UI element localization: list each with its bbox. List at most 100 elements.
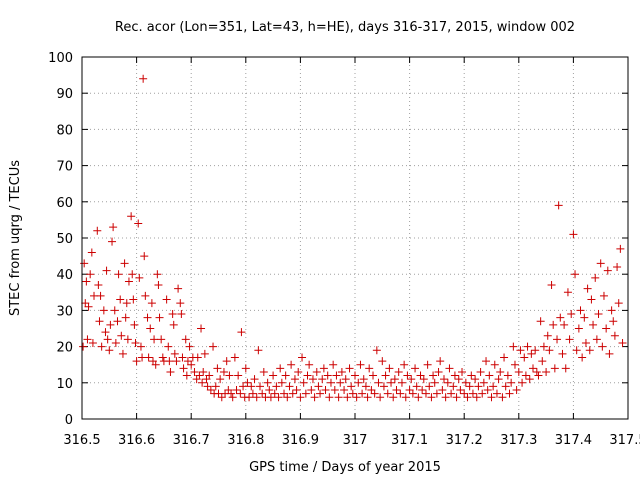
data-point	[490, 360, 499, 369]
data-point	[532, 367, 541, 376]
data-point	[280, 389, 289, 398]
x-axis-label: GPS time / Days of year 2015	[249, 460, 441, 475]
data-point	[154, 281, 163, 290]
data-point	[158, 353, 167, 362]
data-point	[283, 393, 292, 402]
data-point	[352, 393, 361, 402]
data-point	[296, 393, 305, 402]
data-point	[193, 353, 202, 362]
data-point	[363, 393, 372, 402]
data-point	[121, 313, 130, 322]
data-point	[272, 382, 281, 391]
data-point	[168, 310, 177, 319]
data-point	[509, 342, 518, 351]
data-point	[97, 342, 106, 351]
data-point	[185, 342, 194, 351]
data-point	[498, 393, 507, 402]
data-point	[505, 389, 514, 398]
data-point	[265, 386, 274, 395]
data-point	[456, 386, 465, 395]
data-point	[318, 375, 327, 384]
data-point	[376, 393, 385, 402]
data-point	[288, 389, 297, 398]
data-point	[401, 393, 410, 402]
data-point	[441, 393, 450, 402]
data-point	[434, 367, 443, 376]
data-point	[543, 331, 552, 340]
data-point	[512, 386, 521, 395]
data-point	[177, 310, 186, 319]
data-point	[383, 389, 392, 398]
data-point	[494, 375, 503, 384]
data-point	[412, 382, 421, 391]
data-point	[510, 360, 519, 369]
data-point	[299, 378, 308, 387]
data-point	[427, 393, 436, 402]
data-point	[340, 386, 349, 395]
data-point	[607, 306, 616, 315]
data-point	[254, 346, 263, 355]
data-point	[525, 375, 534, 384]
data-point	[332, 371, 341, 380]
data-point	[585, 346, 594, 355]
data-point	[132, 357, 141, 366]
data-point	[243, 378, 252, 387]
data-point	[436, 357, 445, 366]
data-point	[334, 393, 343, 402]
data-point	[127, 212, 136, 221]
data-point	[219, 367, 228, 376]
data-point	[596, 259, 605, 268]
data-point	[205, 371, 214, 380]
data-point	[452, 393, 461, 402]
data-point	[390, 375, 399, 384]
data-point	[323, 371, 332, 380]
data-point	[407, 375, 416, 384]
data-point	[274, 393, 283, 402]
data-point	[419, 375, 428, 384]
x-tick-label: 317.4	[555, 433, 592, 448]
data-point	[95, 317, 104, 326]
data-point	[111, 338, 120, 347]
data-point	[534, 371, 543, 380]
data-point	[241, 364, 250, 373]
data-point	[438, 386, 447, 395]
data-point	[141, 291, 150, 300]
data-point	[618, 338, 627, 347]
data-point	[118, 349, 127, 358]
data-point	[206, 386, 215, 395]
data-point	[200, 349, 209, 358]
data-point	[580, 313, 589, 322]
data-points	[79, 74, 627, 402]
data-point	[414, 393, 423, 402]
y-tick-label: 80	[56, 123, 73, 138]
data-point	[198, 378, 207, 387]
data-point	[468, 389, 477, 398]
data-point	[203, 382, 212, 391]
data-point	[354, 378, 363, 387]
data-point	[113, 317, 122, 326]
data-point	[430, 378, 439, 387]
data-point	[542, 367, 551, 376]
data-point	[521, 371, 530, 380]
data-point	[211, 382, 220, 391]
data-point	[492, 389, 501, 398]
data-point	[576, 306, 585, 315]
data-point	[140, 252, 149, 261]
data-point	[326, 378, 335, 387]
data-point	[387, 378, 396, 387]
data-point	[183, 357, 192, 366]
data-point	[319, 364, 328, 373]
x-tick-label: 317.5	[609, 433, 640, 448]
data-point	[603, 266, 612, 275]
y-tick-label: 70	[56, 160, 73, 175]
data-point	[139, 74, 148, 83]
data-point	[292, 386, 301, 395]
data-point	[411, 364, 420, 373]
data-point	[578, 353, 587, 362]
data-point	[385, 364, 394, 373]
data-point	[605, 349, 614, 358]
data-point	[487, 393, 496, 402]
data-point	[179, 364, 188, 373]
data-point	[157, 335, 166, 344]
